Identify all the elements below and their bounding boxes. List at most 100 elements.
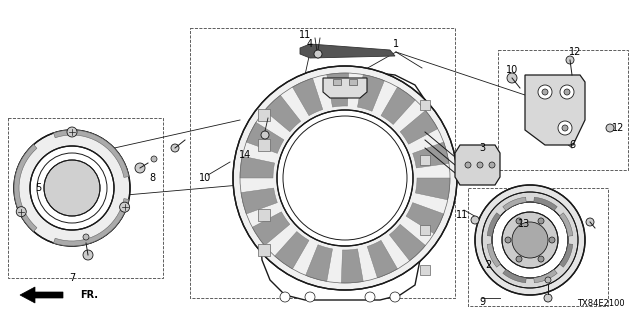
Text: 1: 1 xyxy=(393,39,399,49)
Polygon shape xyxy=(381,87,415,124)
Text: 11: 11 xyxy=(456,210,468,220)
Text: 14: 14 xyxy=(239,150,251,160)
Circle shape xyxy=(489,162,495,168)
Circle shape xyxy=(538,256,544,262)
Circle shape xyxy=(542,89,548,95)
Circle shape xyxy=(280,292,290,302)
Polygon shape xyxy=(240,156,275,178)
Text: 12: 12 xyxy=(569,47,581,57)
Circle shape xyxy=(67,127,77,137)
Circle shape xyxy=(120,202,130,212)
Circle shape xyxy=(538,85,552,99)
Polygon shape xyxy=(341,249,364,283)
Polygon shape xyxy=(54,130,129,178)
Circle shape xyxy=(365,292,375,302)
Text: 10: 10 xyxy=(506,65,518,75)
Polygon shape xyxy=(358,75,385,111)
Polygon shape xyxy=(241,188,277,214)
Polygon shape xyxy=(503,197,526,211)
Polygon shape xyxy=(14,145,37,231)
Circle shape xyxy=(482,192,578,288)
Text: 3: 3 xyxy=(479,143,485,153)
Text: 8: 8 xyxy=(149,173,155,183)
Polygon shape xyxy=(400,110,438,144)
Circle shape xyxy=(606,124,614,132)
Circle shape xyxy=(171,144,179,152)
Polygon shape xyxy=(323,78,367,98)
Circle shape xyxy=(507,73,517,83)
Text: 9: 9 xyxy=(479,297,485,307)
Polygon shape xyxy=(534,197,557,211)
Circle shape xyxy=(30,146,114,230)
Circle shape xyxy=(305,292,315,302)
Text: 7: 7 xyxy=(69,273,75,283)
Polygon shape xyxy=(264,95,301,132)
Circle shape xyxy=(475,185,585,295)
Circle shape xyxy=(502,212,558,268)
Text: 10: 10 xyxy=(199,173,211,183)
Circle shape xyxy=(560,85,574,99)
Bar xyxy=(258,209,270,221)
Circle shape xyxy=(549,237,555,243)
Polygon shape xyxy=(292,78,323,116)
Polygon shape xyxy=(327,73,349,107)
Polygon shape xyxy=(503,269,526,283)
Circle shape xyxy=(261,131,269,139)
Polygon shape xyxy=(559,213,573,236)
Polygon shape xyxy=(487,213,500,236)
Circle shape xyxy=(16,207,26,217)
Bar xyxy=(349,79,357,85)
Circle shape xyxy=(471,216,479,224)
Bar xyxy=(333,79,341,85)
Circle shape xyxy=(477,162,483,168)
Circle shape xyxy=(151,156,157,162)
Text: 6: 6 xyxy=(569,140,575,150)
Circle shape xyxy=(492,202,568,278)
Text: 2: 2 xyxy=(485,260,491,270)
Circle shape xyxy=(566,56,574,64)
Bar xyxy=(420,100,430,110)
Circle shape xyxy=(545,277,551,283)
Polygon shape xyxy=(487,244,500,267)
Circle shape xyxy=(233,66,457,290)
Polygon shape xyxy=(559,244,573,267)
Polygon shape xyxy=(54,198,129,246)
Polygon shape xyxy=(306,245,333,281)
Circle shape xyxy=(465,162,471,168)
Text: TX84E2100: TX84E2100 xyxy=(577,299,625,308)
Bar xyxy=(8,118,163,278)
Circle shape xyxy=(562,125,568,131)
Circle shape xyxy=(544,294,552,302)
Circle shape xyxy=(83,234,89,240)
Bar xyxy=(258,109,270,121)
Bar xyxy=(190,28,455,298)
Bar xyxy=(498,50,628,170)
Polygon shape xyxy=(406,203,444,234)
Circle shape xyxy=(14,130,130,246)
Circle shape xyxy=(314,50,322,58)
Circle shape xyxy=(505,237,511,243)
Circle shape xyxy=(512,222,548,258)
Circle shape xyxy=(44,160,100,216)
Text: 12: 12 xyxy=(612,123,624,133)
Polygon shape xyxy=(258,72,430,300)
Bar xyxy=(420,265,430,275)
Bar xyxy=(468,188,608,306)
Polygon shape xyxy=(415,178,450,200)
Polygon shape xyxy=(534,269,557,283)
Circle shape xyxy=(83,250,93,260)
Polygon shape xyxy=(455,145,500,185)
Polygon shape xyxy=(252,212,290,245)
Circle shape xyxy=(586,218,594,226)
Text: 11: 11 xyxy=(299,30,311,40)
Polygon shape xyxy=(367,240,397,278)
Bar xyxy=(420,155,430,165)
Circle shape xyxy=(538,218,544,224)
Text: 5: 5 xyxy=(35,183,41,193)
Polygon shape xyxy=(275,231,309,269)
Text: 13: 13 xyxy=(518,219,530,229)
Bar xyxy=(420,225,430,235)
Circle shape xyxy=(558,121,572,135)
Polygon shape xyxy=(525,75,585,145)
Circle shape xyxy=(516,256,522,262)
